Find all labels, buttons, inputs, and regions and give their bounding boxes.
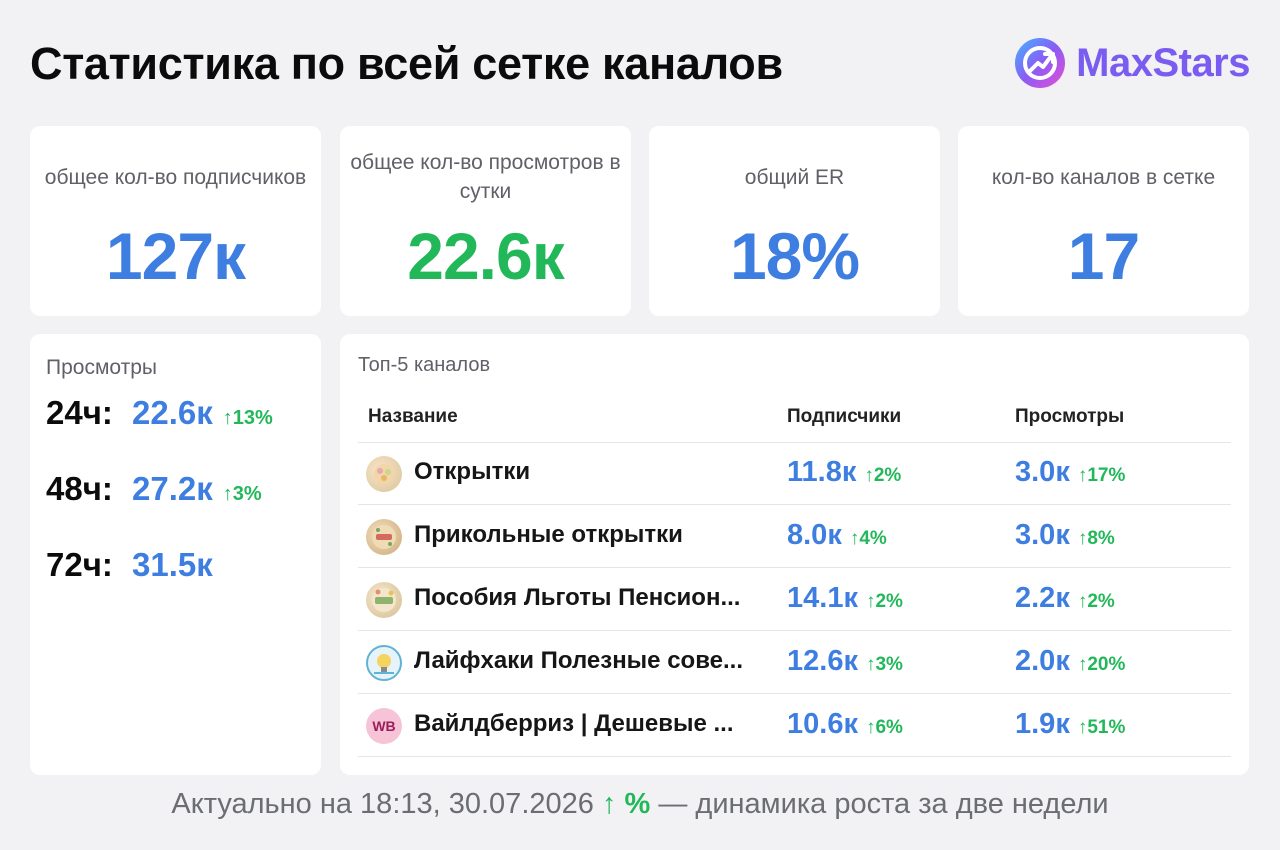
views-row-72h: 72ч: 31.5к: [46, 546, 223, 584]
channel-views: 3.0к ↑17%: [1015, 456, 1125, 489]
subscribers-value: 14.1к: [787, 582, 858, 614]
views-value: 2.0к: [1015, 645, 1070, 677]
channel-name: Вайлдберриз | Дешевые ...: [414, 710, 734, 737]
divider: [358, 504, 1231, 505]
footer-legend-symbol: ↑ %: [601, 788, 651, 820]
table-row[interactable]: WB Вайлдберриз | Дешевые ... 10.6к ↑6% 1…: [340, 694, 1249, 756]
column-header-subscribers: Подписчики: [787, 406, 902, 427]
column-header-views: Просмотры: [1015, 406, 1125, 427]
subscribers-value: 10.6к: [787, 708, 858, 740]
brand: MaxStars: [1014, 36, 1250, 90]
maxstars-logo-icon: [1015, 38, 1066, 88]
divider: [358, 630, 1231, 631]
views-value: 31.5к: [132, 546, 213, 583]
channel-name: Лайфхаки Полезные сове...: [414, 647, 743, 674]
stat-value: 18%: [729, 219, 860, 293]
subscribers-value: 8.0к: [787, 519, 842, 551]
channel-views: 3.0к ↑8%: [1015, 519, 1115, 552]
subscribers-change: ↑6%: [865, 717, 903, 738]
subscribers-change: ↑2%: [865, 591, 903, 612]
stat-label: общее кол-во просмотров в сутки: [350, 151, 621, 203]
stat-card-daily-views: общее кол-во просмотров в сутки 22.6к: [340, 126, 631, 316]
views-value: 3.0к: [1015, 519, 1070, 551]
views-row-48h: 48ч: 27.2к ↑3%: [46, 470, 262, 508]
channel-name: Открытки: [414, 458, 531, 485]
table-row[interactable]: Пособия Льготы Пенсион... 14.1к ↑2% 2.2к…: [340, 568, 1249, 630]
top-channels-card: Топ-5 каналов Название Подписчики Просмо…: [340, 334, 1249, 775]
subscribers-value: 11.8к: [787, 456, 857, 488]
subscribers-change: ↑3%: [865, 654, 903, 675]
header: Статистика по всей сетке каналов MaxStar…: [30, 38, 1250, 98]
footer-legend-text: — динамика роста за две недели: [658, 788, 1109, 820]
channel-views: 2.0к ↑20%: [1015, 645, 1125, 678]
top-channels-title: Топ-5 каналов: [358, 354, 491, 376]
footer-note: Актуально на 18:13, 30.07.2026 ↑ % — дин…: [0, 788, 1280, 821]
brand-name: MaxStars: [1076, 40, 1250, 85]
table-row[interactable]: Прикольные открытки 8.0к ↑4% 3.0к ↑8%: [340, 505, 1249, 567]
stat-card-subscribers: общее кол-во подписчиков 127к: [30, 126, 321, 316]
channel-subscribers: 12.6к ↑3%: [787, 645, 903, 678]
divider: [358, 567, 1231, 568]
views-value: 3.0к: [1015, 456, 1070, 488]
views-change: ↑8%: [1077, 528, 1115, 549]
lifehacks-avatar-icon: [366, 645, 402, 681]
channel-name: Прикольные открытки: [414, 521, 683, 548]
views-period: 72ч:: [46, 546, 113, 583]
views-change: ↑20%: [1077, 654, 1126, 675]
page-title: Статистика по всей сетке каналов: [30, 38, 783, 89]
channel-subscribers: 14.1к ↑2%: [787, 582, 903, 615]
divider: [358, 693, 1231, 694]
stat-card-er: общий ER 18%: [649, 126, 940, 316]
channel-subscribers: 10.6к ↑6%: [787, 708, 903, 741]
stat-label: общее кол-во подписчиков: [44, 165, 307, 189]
stat-value: 17: [1067, 219, 1140, 293]
views-change: ↑13%: [222, 407, 273, 429]
views-row-24h: 24ч: 22.6к ↑13%: [46, 394, 273, 432]
views-change: ↑51%: [1077, 717, 1126, 738]
views-change: ↑3%: [222, 483, 262, 505]
wb-icon-text: WB: [372, 718, 396, 734]
footer-timestamp: Актуально на 18:13, 30.07.2026: [171, 788, 594, 820]
column-header-name: Название: [368, 406, 458, 427]
subscribers-value: 12.6к: [787, 645, 858, 677]
views-value: 22.6к: [132, 394, 213, 431]
channel-subscribers: 8.0к ↑4%: [787, 519, 887, 552]
benefits-avatar-icon: [366, 582, 402, 618]
table-row[interactable]: Лайфхаки Полезные сове... 12.6к ↑3% 2.0к…: [340, 631, 1249, 693]
stat-card-channel-count: кол-во каналов в сетке 17: [958, 126, 1249, 316]
postcard-avatar-icon: [366, 456, 402, 492]
subscribers-change: ↑4%: [849, 528, 887, 549]
views-value: 27.2к: [132, 470, 213, 507]
views-title: Просмотры: [46, 356, 157, 379]
views-change: ↑2%: [1077, 591, 1115, 612]
stat-label: кол-во каналов в сетке: [991, 165, 1216, 189]
views-period: 48ч:: [46, 470, 113, 507]
stat-value: 22.6к: [407, 219, 565, 293]
funny-postcard-avatar-icon: [366, 519, 402, 555]
views-card: Просмотры 24ч: 22.6к ↑13% 48ч: 27.2к ↑3%…: [30, 334, 321, 775]
channel-views: 2.2к ↑2%: [1015, 582, 1115, 615]
channel-name: Пособия Льготы Пенсион...: [414, 584, 741, 611]
channel-views: 1.9к ↑51%: [1015, 708, 1125, 741]
wb-avatar-icon: WB: [366, 708, 402, 744]
views-value: 1.9к: [1015, 708, 1070, 740]
divider: [358, 756, 1231, 757]
stat-value: 127к: [105, 219, 246, 293]
table-row[interactable]: Открытки 11.8к ↑2% 3.0к ↑17%: [340, 442, 1249, 504]
channel-subscribers: 11.8к ↑2%: [787, 456, 901, 489]
views-value: 2.2к: [1015, 582, 1070, 614]
divider: [358, 442, 1231, 443]
subscribers-change: ↑2%: [864, 465, 902, 486]
stat-label: общий ER: [744, 165, 845, 189]
views-change: ↑17%: [1077, 465, 1126, 486]
views-period: 24ч:: [46, 394, 113, 431]
